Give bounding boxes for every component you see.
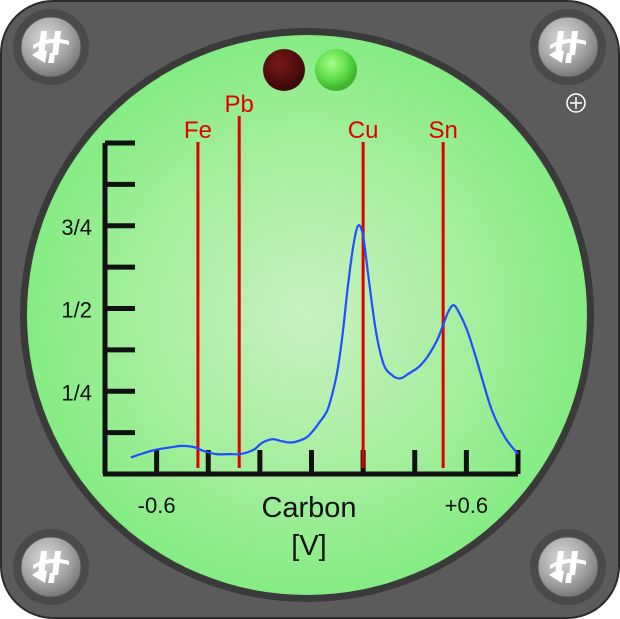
y-tick-label: 3/4 [61,215,92,240]
y-tick-label: 1/2 [61,298,92,323]
x-tick-label: +0.6 [445,493,488,518]
screw-icon [549,551,586,583]
screw-icon [549,31,586,63]
screen [27,35,587,595]
crosshair-icon [566,93,586,113]
x-tick-label: -0.6 [138,493,176,518]
screw-bottom-right [530,529,606,605]
y-tick-label: 1/4 [61,380,92,405]
screw-icon [32,31,69,63]
axes [102,143,518,477]
screw-icon [32,551,69,583]
marker-label-fe: Fe [184,117,212,144]
series-layer [130,224,519,459]
marker-label-pb: Pb [225,91,254,118]
axis-labels: 1/4 1/2 3/4 -0.6 +0.6 Carbon [V] [61,215,488,562]
marker-label-sn: Sn [428,117,457,144]
x-axis-unit: [V] [291,530,326,562]
x-axis-label: Carbon [261,492,356,524]
screw-top-left [13,9,89,85]
series-line-0 [130,224,519,459]
screw-bottom-left [13,529,89,605]
screw-top-right [530,9,606,85]
element-markers: Fe Pb Cu Sn [184,91,458,468]
red-indicator-lamp [263,49,305,91]
marker-label-cu: Cu [348,117,379,144]
green-indicator-lamp [315,49,357,91]
